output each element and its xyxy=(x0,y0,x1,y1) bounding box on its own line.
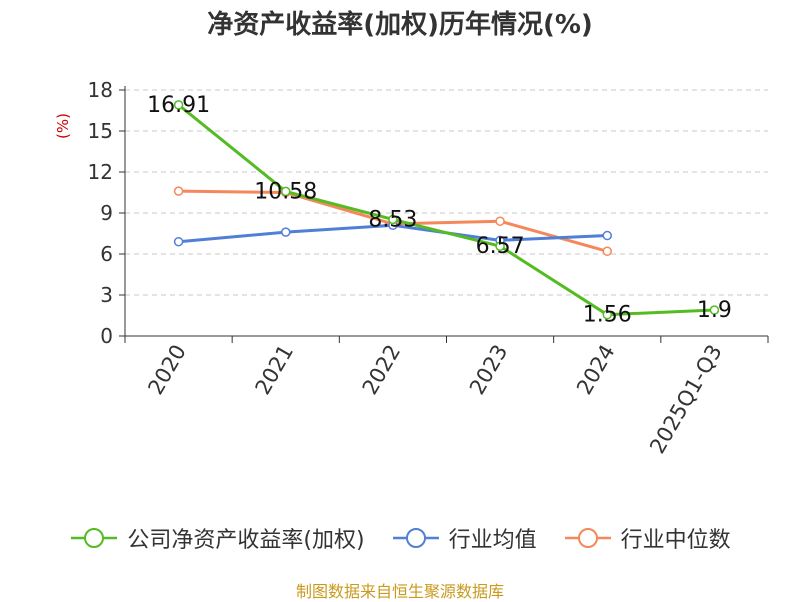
y-tick-label: 3 xyxy=(100,283,113,307)
data-point xyxy=(281,186,291,197)
legend: 公司净资产收益率(加权) 行业均值 行业中位数 xyxy=(0,518,800,558)
x-tick-label: 2024 xyxy=(572,341,620,399)
y-tick-label: 18 xyxy=(88,78,113,102)
legend-label: 公司净资产收益率(加权) xyxy=(127,528,365,553)
data-label: 16.91 xyxy=(147,93,210,118)
data-label: 1.56 xyxy=(583,303,632,328)
y-tick-label: 15 xyxy=(88,119,113,143)
axes: 0 3 6 9 12 15 18 (%) 2020 2021 2022 2023 2024 2025Q1-… xyxy=(54,78,769,458)
data-point xyxy=(602,230,612,241)
data-point xyxy=(173,236,184,247)
legend-marker-icon xyxy=(392,528,439,548)
data-point xyxy=(602,309,612,320)
data-point xyxy=(281,227,291,237)
data-labels: 16.91 10.58 8.53 6.57 1.56 1.9 xyxy=(147,93,732,328)
y-tick-label: 6 xyxy=(100,242,113,266)
y-tick-label: 9 xyxy=(100,201,113,225)
data-label: 10.58 xyxy=(254,179,317,204)
y-tick-label: 0 xyxy=(100,324,113,348)
data-point xyxy=(173,186,184,196)
chart-title: 净资产收益率(加权)历年情况(%) xyxy=(207,10,593,40)
x-tick-label: 2020 xyxy=(143,341,191,399)
legend-marker-icon xyxy=(71,528,118,548)
data-point xyxy=(173,100,184,110)
legend-label: 行业均值 xyxy=(448,528,537,553)
x-tick-label: 2025Q1-Q3 xyxy=(645,341,727,458)
legend-circle xyxy=(577,528,598,548)
data-point xyxy=(709,305,720,315)
data-point xyxy=(495,216,505,226)
x-tick-label: 2021 xyxy=(251,341,299,399)
data-label: 6.57 xyxy=(476,234,525,259)
x-tick-label: 2023 xyxy=(465,341,513,399)
data-point xyxy=(495,241,505,251)
grid-lines xyxy=(125,89,768,296)
legend-circle xyxy=(405,528,426,548)
x-tick-label: 2022 xyxy=(358,341,406,399)
legend-circle xyxy=(84,528,105,548)
series-lines xyxy=(173,100,720,320)
y-tick-label: 12 xyxy=(88,160,113,184)
data-point xyxy=(602,246,612,257)
legend-item[interactable]: 行业中位数 xyxy=(563,522,731,554)
source-note: 制图数据来自恒生聚源数据库 xyxy=(295,582,504,601)
legend-item[interactable]: 公司净资产收益率(加权) xyxy=(69,522,365,554)
series-line xyxy=(177,103,716,317)
data-label: 8.53 xyxy=(368,207,417,232)
legend-label: 行业中位数 xyxy=(620,528,731,553)
data-point xyxy=(388,214,398,225)
legend-marker-icon xyxy=(564,528,611,548)
legend-item[interactable]: 行业均值 xyxy=(391,522,537,554)
y-axis-label: (%) xyxy=(54,113,72,139)
data-label: 1.9 xyxy=(697,298,732,323)
